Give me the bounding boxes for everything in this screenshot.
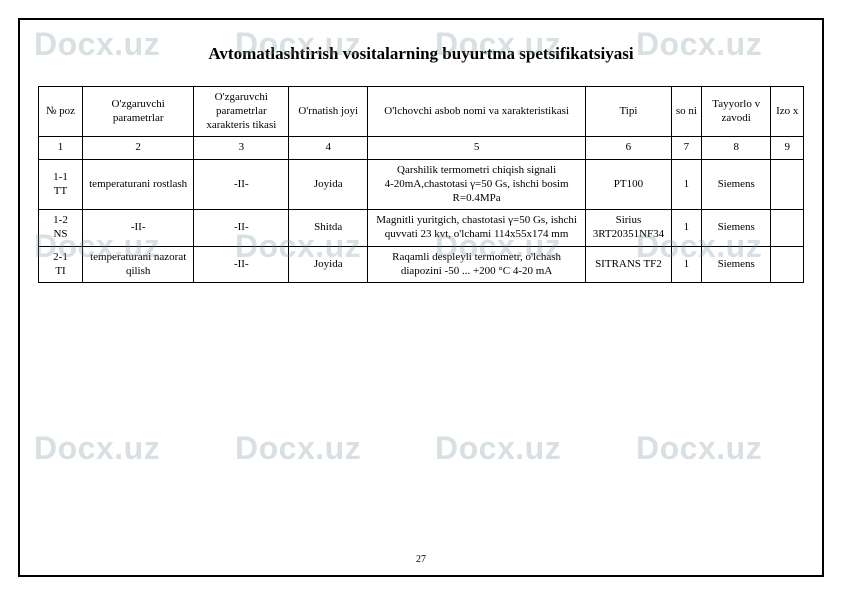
cell: Qarshilik termometri chiqish signali4-20…	[368, 160, 586, 210]
cell: 2-1TI	[39, 246, 83, 283]
col-header: O'lchovchi asbob nomi va xarakteristikas…	[368, 87, 586, 137]
cell: 1	[671, 160, 701, 210]
cell: -II-	[194, 210, 289, 247]
page-number: 27	[20, 554, 822, 565]
cell: Siemens	[701, 160, 771, 210]
col-header: O'zgaruvchi parametrlar	[83, 87, 194, 137]
col-header: Tipi	[586, 87, 672, 137]
cell: -II-	[194, 160, 289, 210]
cell: Siemens	[701, 210, 771, 247]
cell: 1	[671, 246, 701, 283]
cell: 1-1TT	[39, 160, 83, 210]
col-header: O'rnatish joyi	[289, 87, 368, 137]
col-number: 3	[194, 137, 289, 160]
cell	[771, 210, 804, 247]
col-header: so ni	[671, 87, 701, 137]
col-header: O'zgaruvchi parametrlar xarakteris tikas…	[194, 87, 289, 137]
cell: Siemens	[701, 246, 771, 283]
table-row: 1-2NS -II- -II- Shitda Magnitli yuritgic…	[39, 210, 804, 247]
table-number-row: 1 2 3 4 5 6 7 8 9	[39, 137, 804, 160]
cell: Raqamli despleyli termometr, o'lchash di…	[368, 246, 586, 283]
cell: Magnitli yuritgich, chastotasi γ=50 Gs, …	[368, 210, 586, 247]
cell: SITRANS TF2	[586, 246, 672, 283]
col-header: № poz	[39, 87, 83, 137]
col-number: 1	[39, 137, 83, 160]
col-number: 5	[368, 137, 586, 160]
col-header: Tayyorlo v zavodi	[701, 87, 771, 137]
col-header: Izo x	[771, 87, 804, 137]
table-row: 1-1TT temperaturani rostlash -II- Joyida…	[39, 160, 804, 210]
page-title: Avtomatlashtirish vositalarning buyurtma…	[38, 44, 804, 64]
col-number: 7	[671, 137, 701, 160]
col-number: 6	[586, 137, 672, 160]
table-body: 1-1TT temperaturani rostlash -II- Joyida…	[39, 160, 804, 283]
table-header-row: № poz O'zgaruvchi parametrlar O'zgaruvch…	[39, 87, 804, 137]
cell: Shitda	[289, 210, 368, 247]
cell: temperaturani rostlash	[83, 160, 194, 210]
cell	[771, 160, 804, 210]
page-frame: Avtomatlashtirish vositalarning buyurtma…	[18, 18, 824, 577]
cell: temperaturani nazorat qilish	[83, 246, 194, 283]
cell: Joyida	[289, 246, 368, 283]
col-number: 9	[771, 137, 804, 160]
cell: -II-	[194, 246, 289, 283]
cell: Joyida	[289, 160, 368, 210]
col-number: 8	[701, 137, 771, 160]
cell	[771, 246, 804, 283]
col-number: 2	[83, 137, 194, 160]
cell: PT100	[586, 160, 672, 210]
cell: 1	[671, 210, 701, 247]
cell: Sirius 3RT20351NF34	[586, 210, 672, 247]
cell: 1-2NS	[39, 210, 83, 247]
col-number: 4	[289, 137, 368, 160]
table-row: 2-1TI temperaturani nazorat qilish -II- …	[39, 246, 804, 283]
cell: -II-	[83, 210, 194, 247]
spec-table: № poz O'zgaruvchi parametrlar O'zgaruvch…	[38, 86, 804, 283]
